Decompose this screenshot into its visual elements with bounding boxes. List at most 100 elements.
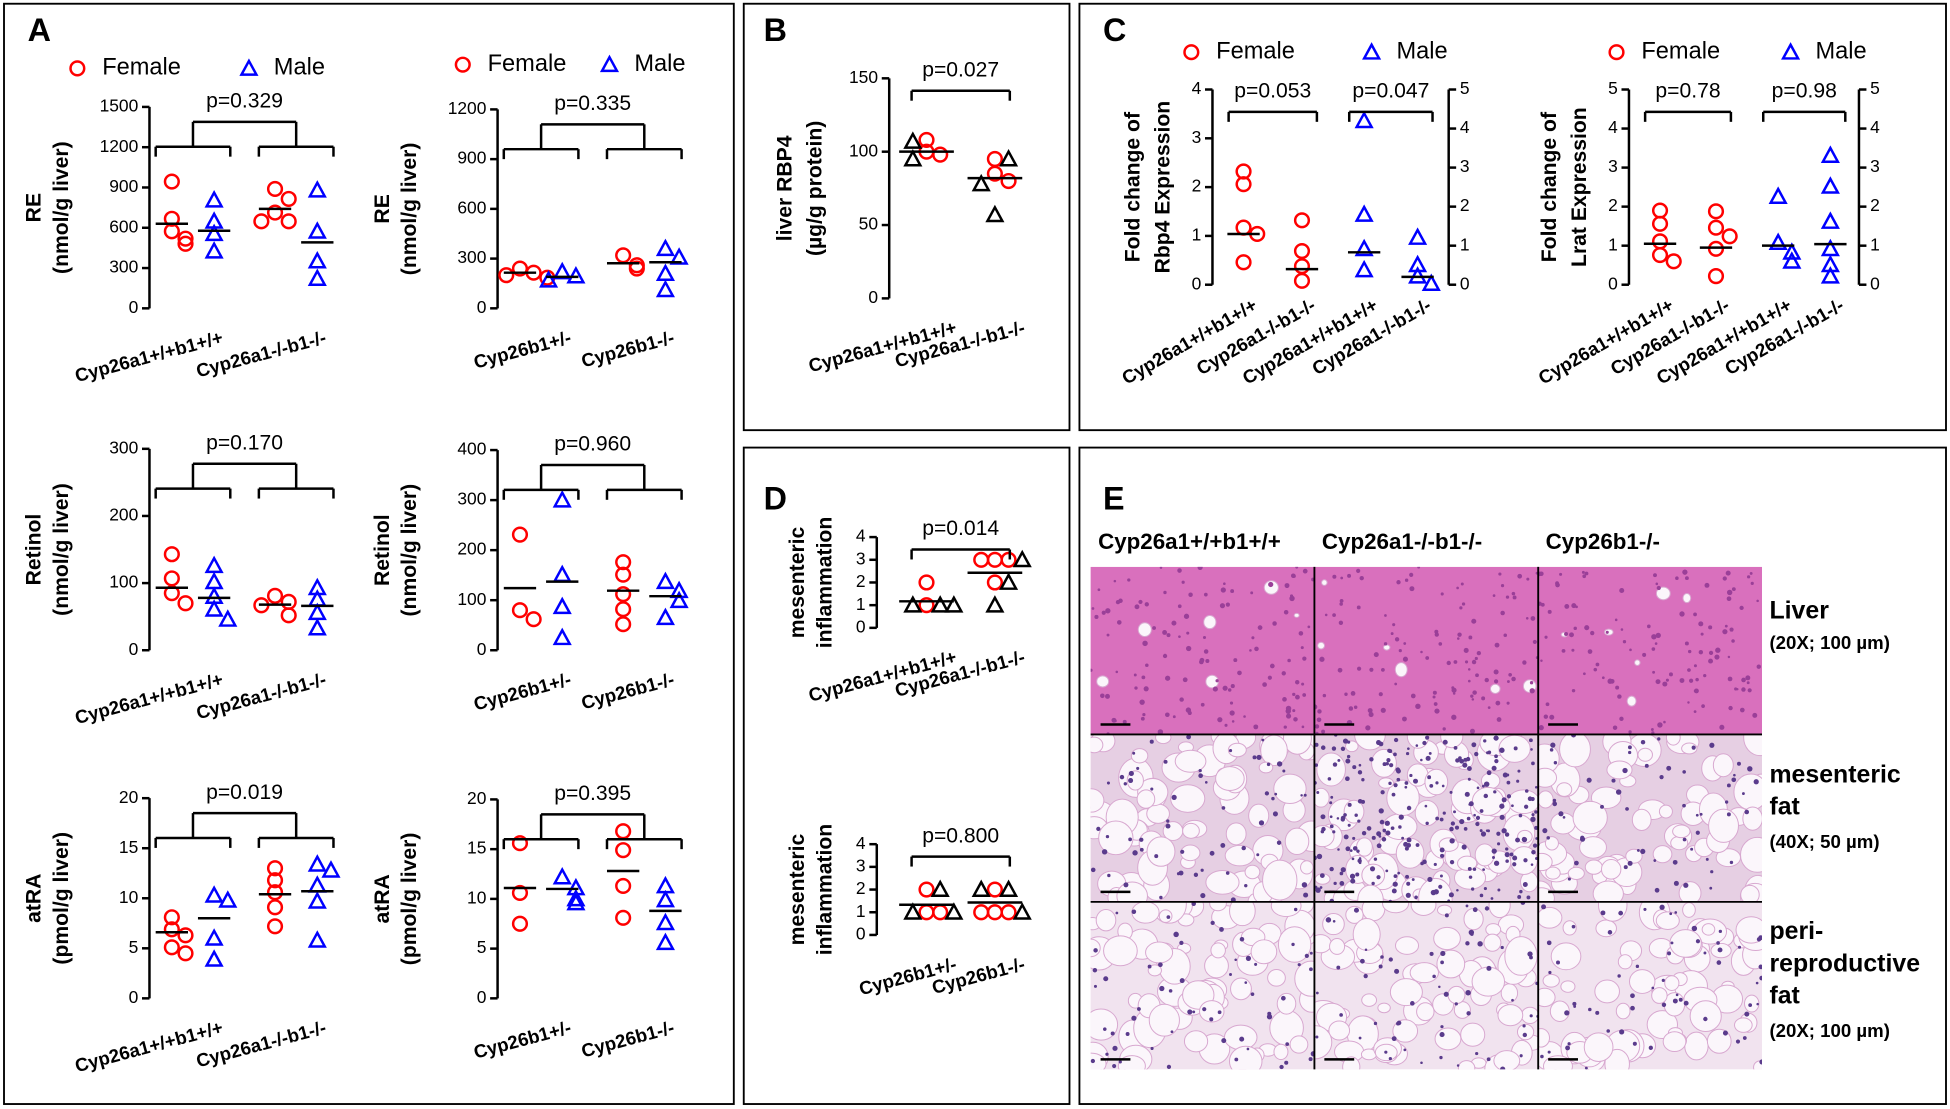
circle-marker: [163, 570, 180, 587]
nucleus: [1501, 828, 1507, 834]
nucleus: [1198, 773, 1203, 779]
y2-tick-label: 5: [1460, 78, 1470, 98]
nucleus: [1480, 831, 1487, 837]
nucleus: [1398, 825, 1402, 829]
nucleus: [1364, 948, 1368, 952]
nucleus: [1315, 1035, 1319, 1039]
fat-cell: [1542, 973, 1560, 988]
nucleus: [1532, 639, 1537, 644]
fat-cell: [1392, 1019, 1419, 1043]
nucleus: [1459, 818, 1465, 825]
fat-cell: [1538, 790, 1554, 809]
triangle-marker: [985, 204, 1005, 223]
nucleus: [1404, 846, 1409, 851]
nucleus: [1349, 849, 1353, 852]
circle-marker: [280, 190, 297, 207]
nucleus: [1202, 1007, 1207, 1012]
triangle-marker: [655, 279, 675, 298]
nucleus: [1582, 672, 1586, 676]
nucleus: [1225, 602, 1230, 607]
nucleus: [1283, 725, 1287, 729]
triangle-marker: [903, 131, 923, 149]
nucleus: [1703, 951, 1707, 955]
nucleus: [1198, 768, 1202, 773]
circle-marker: [280, 213, 297, 230]
y-tick-label: 1500: [100, 96, 139, 116]
fat-cell: [1600, 859, 1622, 880]
y-tick-label: 200: [109, 505, 138, 525]
nucleus: [1383, 642, 1388, 646]
fat-cell: [1414, 799, 1440, 827]
circle-marker: [177, 945, 194, 962]
fat-cell: [1352, 917, 1381, 951]
triangle-marker: [1012, 549, 1032, 568]
nucleus: [1382, 762, 1387, 767]
nucleus: [1512, 855, 1518, 861]
nucleus: [1550, 742, 1556, 748]
triangle-marker: [655, 571, 675, 590]
nucleus: [1112, 1063, 1117, 1069]
nucleus: [1737, 945, 1742, 949]
nucleus: [1349, 873, 1356, 879]
triangle-marker: [204, 190, 224, 208]
panel-label: A: [28, 12, 51, 48]
column-header: Cyp26a1+/+b1+/+: [1098, 529, 1281, 554]
nucleus: [1261, 738, 1265, 742]
triangle-marker: [204, 885, 224, 903]
nucleus: [1459, 758, 1465, 764]
nucleus: [1162, 630, 1168, 635]
y-tick-label: 100: [109, 572, 138, 592]
circle-marker: [615, 877, 632, 895]
nucleus: [1403, 841, 1409, 847]
nucleus: [1512, 595, 1517, 600]
circle-marker: [511, 602, 529, 619]
fat-cell: [1383, 644, 1391, 651]
nucleus: [1493, 669, 1499, 675]
nucleus: [1742, 792, 1745, 795]
micrograph: [1090, 734, 1315, 902]
nucleus: [1425, 735, 1430, 740]
column-header: Cyp26a1-/-b1-/-: [1322, 529, 1482, 554]
nucleus: [1513, 746, 1518, 751]
triangle-marker: [985, 595, 1005, 613]
nucleus: [1432, 695, 1436, 699]
row-scale: (20X; 100 µm): [1769, 1020, 1889, 1041]
y-axis-label: Fold change of: [1538, 111, 1561, 262]
nucleus: [1291, 942, 1295, 947]
fat-cell: [1631, 808, 1652, 831]
nucleus: [1163, 759, 1168, 764]
nucleus: [1203, 592, 1208, 597]
y-tick-label: 4: [1192, 78, 1202, 98]
nucleus: [1704, 582, 1710, 588]
nucleus: [1648, 1045, 1653, 1050]
nucleus: [1379, 819, 1385, 825]
nucleus: [1503, 633, 1508, 638]
nucleus: [1272, 621, 1277, 626]
triangle-marker: [1354, 110, 1374, 129]
nucleus: [1165, 712, 1170, 718]
y2-tick-label: 4: [1460, 117, 1470, 137]
y-tick-label: 1200: [100, 136, 139, 156]
nucleus: [1402, 656, 1408, 662]
nucleus: [1352, 846, 1358, 851]
circle-marker: [1707, 268, 1725, 285]
circle-marker: [986, 165, 1003, 182]
nucleus: [1630, 993, 1635, 999]
nucleus: [1687, 668, 1691, 672]
nucleus: [1522, 1024, 1526, 1028]
fat-cell: [1300, 860, 1314, 875]
nucleus: [1640, 739, 1646, 745]
nucleus: [1534, 825, 1539, 830]
nucleus: [1192, 1010, 1196, 1014]
nucleus: [1307, 625, 1311, 629]
y-tick-label: 400: [457, 439, 486, 459]
nucleus: [1144, 602, 1149, 607]
fat-cell: [1199, 1000, 1225, 1023]
micrograph: [1314, 566, 1539, 735]
nucleus: [1693, 688, 1699, 694]
nucleus: [1165, 823, 1171, 829]
p-value: p=0.960: [554, 433, 631, 456]
nucleus: [1587, 649, 1593, 654]
circle-marker: [177, 235, 194, 252]
